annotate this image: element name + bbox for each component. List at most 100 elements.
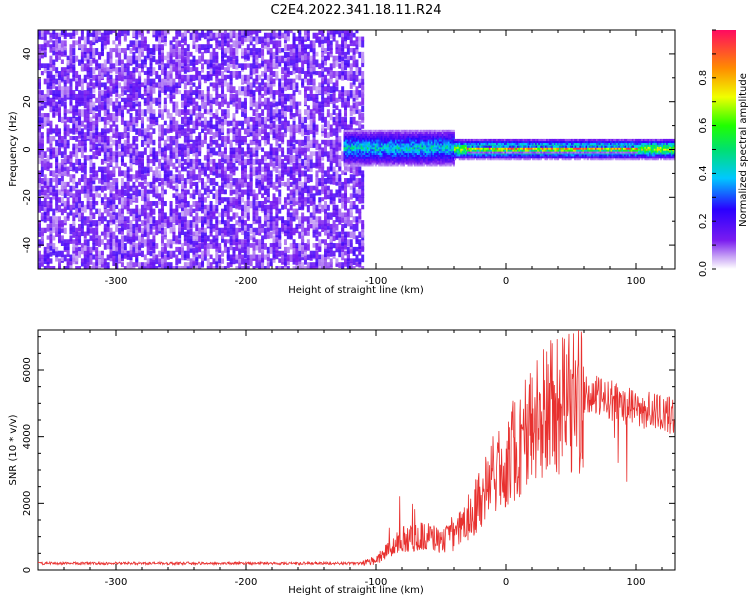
spectrogram-cell <box>83 174 87 179</box>
spectrogram-cell <box>352 216 356 223</box>
spectrogram-cell <box>46 216 50 222</box>
spectrogram-cell <box>189 178 193 186</box>
spectrogram-cell <box>258 113 262 118</box>
spectrogram-cell <box>80 78 84 84</box>
spectrogram-cell <box>129 197 133 205</box>
spectrogram-cell <box>283 162 287 170</box>
spectrogram-cell <box>66 181 70 187</box>
spectrogram-cell <box>306 113 310 120</box>
spectrogram-cell <box>261 78 265 86</box>
spectrogram-cell <box>355 178 359 184</box>
spectrogram-cell <box>355 170 359 177</box>
spectrogram-cell <box>123 266 127 269</box>
spectrogram-cell <box>63 239 67 247</box>
spectrogram-cell <box>349 160 352 163</box>
spectrogram-cell <box>195 101 199 106</box>
spectrogram-cell <box>229 235 233 242</box>
spectrogram-cell <box>269 86 273 95</box>
spectrogram-cell <box>72 231 76 238</box>
spectrogram-cell <box>286 220 290 227</box>
spectrogram-cell <box>163 212 167 220</box>
spectrogram-cell <box>66 63 70 70</box>
spectrogram-cell <box>100 135 104 143</box>
spectrogram-cell <box>206 86 210 91</box>
spectrogram-cell <box>152 67 156 75</box>
spectrogram-cell <box>195 74 199 81</box>
spectrogram-cell <box>371 154 374 157</box>
spectrogram-cell <box>370 160 373 163</box>
spectrogram-cell <box>358 208 362 214</box>
spectrogram-cell <box>243 90 247 97</box>
spectrogram-cell <box>232 155 236 163</box>
spectrogram-cell <box>306 36 310 41</box>
spectrogram-cell <box>138 105 142 113</box>
spectrogram-cell <box>318 239 322 247</box>
spectrogram-cell <box>49 147 53 155</box>
spectrogram-cell <box>186 44 190 52</box>
spectrogram-cell <box>106 170 110 179</box>
spectrogram-cell <box>349 156 352 159</box>
spectrogram-cell <box>89 105 93 114</box>
spectrogram-cell <box>135 59 139 68</box>
spectrogram-cell <box>83 231 87 239</box>
spectrogram-cell <box>158 109 162 115</box>
spectrogram-cell <box>146 170 150 177</box>
spectrogram-cell <box>341 93 345 100</box>
spectrogram-cell <box>46 162 50 170</box>
spectrogram-cell <box>370 137 373 140</box>
spectrogram-cell <box>123 204 127 210</box>
spectrogram-cell <box>324 143 327 152</box>
spectrogram-cell <box>263 36 267 42</box>
spectrogram-cell <box>52 78 56 84</box>
spectrogram-cell <box>183 200 187 208</box>
spectrogram-cell <box>189 143 193 151</box>
spectrogram-cell <box>226 227 230 234</box>
spectrogram-cell <box>312 250 316 258</box>
spectrogram-cell <box>286 82 290 91</box>
spectrogram-cell <box>243 246 247 253</box>
spectrogram-cell <box>332 208 336 216</box>
spectrogram-cell <box>370 150 373 154</box>
spectrogram-cell <box>283 223 287 231</box>
spectrogram-cell <box>269 120 273 127</box>
spectrogram-cell <box>192 220 196 228</box>
spectrogram-cell <box>338 70 342 78</box>
spectrogram-cell <box>95 132 99 140</box>
spectrogram-cell <box>255 170 259 176</box>
spectrogram-cell <box>192 139 196 148</box>
spectrogram-cell <box>359 131 362 134</box>
spectrogram-cell <box>261 246 265 253</box>
spectrogram-cell <box>149 181 153 189</box>
spectrogram-cell <box>58 97 62 105</box>
spectrogram-cell <box>123 32 127 41</box>
spectrogram-cell <box>78 128 82 135</box>
spectrogram-cell <box>192 151 196 157</box>
spectrogram-cell <box>278 97 282 106</box>
spectrogram-cell <box>40 151 44 159</box>
spectrogram-cell <box>140 93 144 100</box>
spectrogram-cell <box>346 216 350 222</box>
spectrogram-cell <box>326 44 330 52</box>
spectrogram-cell <box>60 239 64 247</box>
spectrogram-cell <box>346 156 349 159</box>
spectrogram-cell <box>52 82 56 89</box>
spectrogram-cell <box>324 132 327 138</box>
spectrogram-cell <box>346 154 349 157</box>
spectrogram-cell <box>221 151 225 158</box>
spectrogram-cell <box>183 235 187 241</box>
spectrogram-cell <box>335 216 339 223</box>
spectrogram-cell <box>368 164 371 167</box>
spectrogram-cell <box>192 90 196 95</box>
spectrogram-cell <box>198 170 202 177</box>
spectrogram-cell <box>135 67 139 73</box>
spectrogram-cell <box>301 147 305 154</box>
spectrogram-cell <box>252 67 256 75</box>
spectrogram-cell <box>149 204 153 213</box>
spectrogram-cell <box>149 67 153 73</box>
spectrogram-cell <box>212 208 216 217</box>
spectrogram-cell <box>152 170 156 176</box>
spectrogram-cell <box>106 120 110 125</box>
spectrogram-cell <box>321 181 325 186</box>
spectrogram-cell <box>371 129 374 133</box>
spectrogram-cell <box>183 48 187 56</box>
